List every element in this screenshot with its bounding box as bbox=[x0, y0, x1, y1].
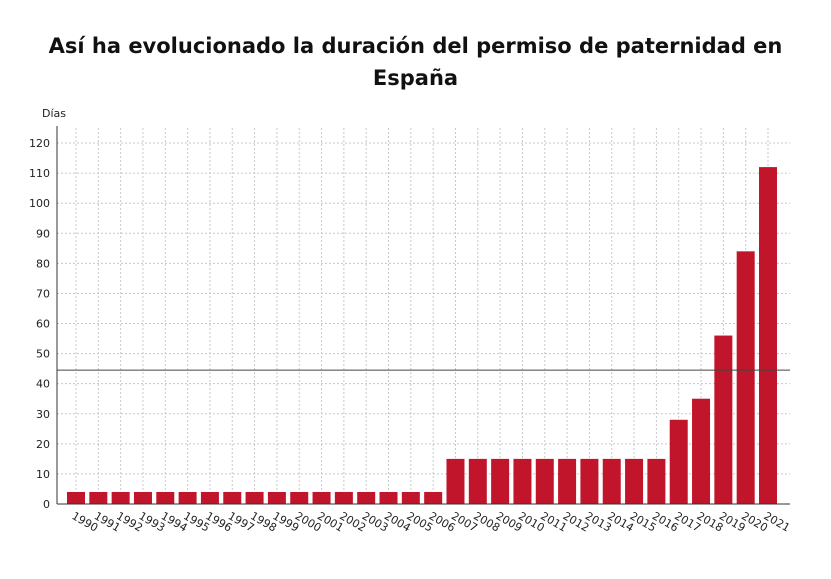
y-tick-label: 20 bbox=[36, 438, 50, 451]
bar-2009 bbox=[491, 458, 510, 504]
bar-1991 bbox=[89, 491, 108, 504]
bar-2003 bbox=[357, 491, 376, 504]
bar-1999 bbox=[267, 491, 286, 504]
bars bbox=[67, 167, 777, 504]
bar-2019 bbox=[714, 335, 733, 504]
y-tick-label: 40 bbox=[36, 378, 50, 391]
bar-1994 bbox=[156, 491, 175, 504]
bar-2001 bbox=[312, 491, 331, 504]
bar-2014 bbox=[602, 458, 621, 504]
y-tick-label: 120 bbox=[29, 137, 50, 150]
bar-2021 bbox=[759, 167, 777, 504]
bar-1996 bbox=[200, 491, 219, 504]
bar-2007 bbox=[446, 458, 465, 504]
y-tick-label: 10 bbox=[36, 468, 50, 481]
tick-labels: 0102030405060708090100110120199019911992… bbox=[29, 137, 792, 535]
bar-1995 bbox=[178, 491, 197, 504]
y-tick-label: 50 bbox=[36, 348, 50, 361]
bar-1990 bbox=[67, 491, 85, 504]
bar-1997 bbox=[223, 491, 242, 504]
chart-title: Así ha evolucionado la duración del perm… bbox=[0, 30, 831, 94]
bar-2006 bbox=[424, 491, 443, 504]
chart-title-line-1: Así ha evolucionado la duración del perm… bbox=[48, 34, 783, 58]
y-tick-label: 90 bbox=[36, 227, 50, 240]
bar-2005 bbox=[401, 491, 420, 504]
bar-1992 bbox=[111, 491, 130, 504]
bar-2016 bbox=[647, 458, 666, 504]
axes bbox=[56, 126, 790, 505]
bar-1998 bbox=[245, 491, 264, 504]
bar-2008 bbox=[468, 458, 487, 504]
bar-2018 bbox=[692, 398, 711, 504]
bar-2015 bbox=[625, 458, 644, 504]
y-tick-label: 100 bbox=[29, 197, 50, 210]
y-tick-label: 70 bbox=[36, 287, 50, 300]
bar-2002 bbox=[334, 491, 353, 504]
y-tick-label: 0 bbox=[43, 498, 50, 511]
bar-2010 bbox=[513, 458, 532, 504]
bar-2020 bbox=[736, 251, 755, 504]
bar-2017 bbox=[669, 419, 688, 504]
x-tick-label: 2021 bbox=[762, 509, 793, 534]
bar-2012 bbox=[558, 458, 577, 504]
bar-2004 bbox=[379, 491, 398, 504]
y-tick-label: 80 bbox=[36, 257, 50, 270]
y-axis-title: Días bbox=[42, 107, 66, 120]
y-tick-label: 110 bbox=[29, 167, 50, 180]
bar-2000 bbox=[290, 491, 309, 504]
chart-title-line-2: España bbox=[372, 66, 459, 90]
y-tick-label: 60 bbox=[36, 318, 50, 331]
bar-2013 bbox=[580, 458, 599, 504]
bar-1993 bbox=[133, 491, 152, 504]
y-tick-label: 30 bbox=[36, 408, 50, 421]
bar-2011 bbox=[535, 458, 554, 504]
